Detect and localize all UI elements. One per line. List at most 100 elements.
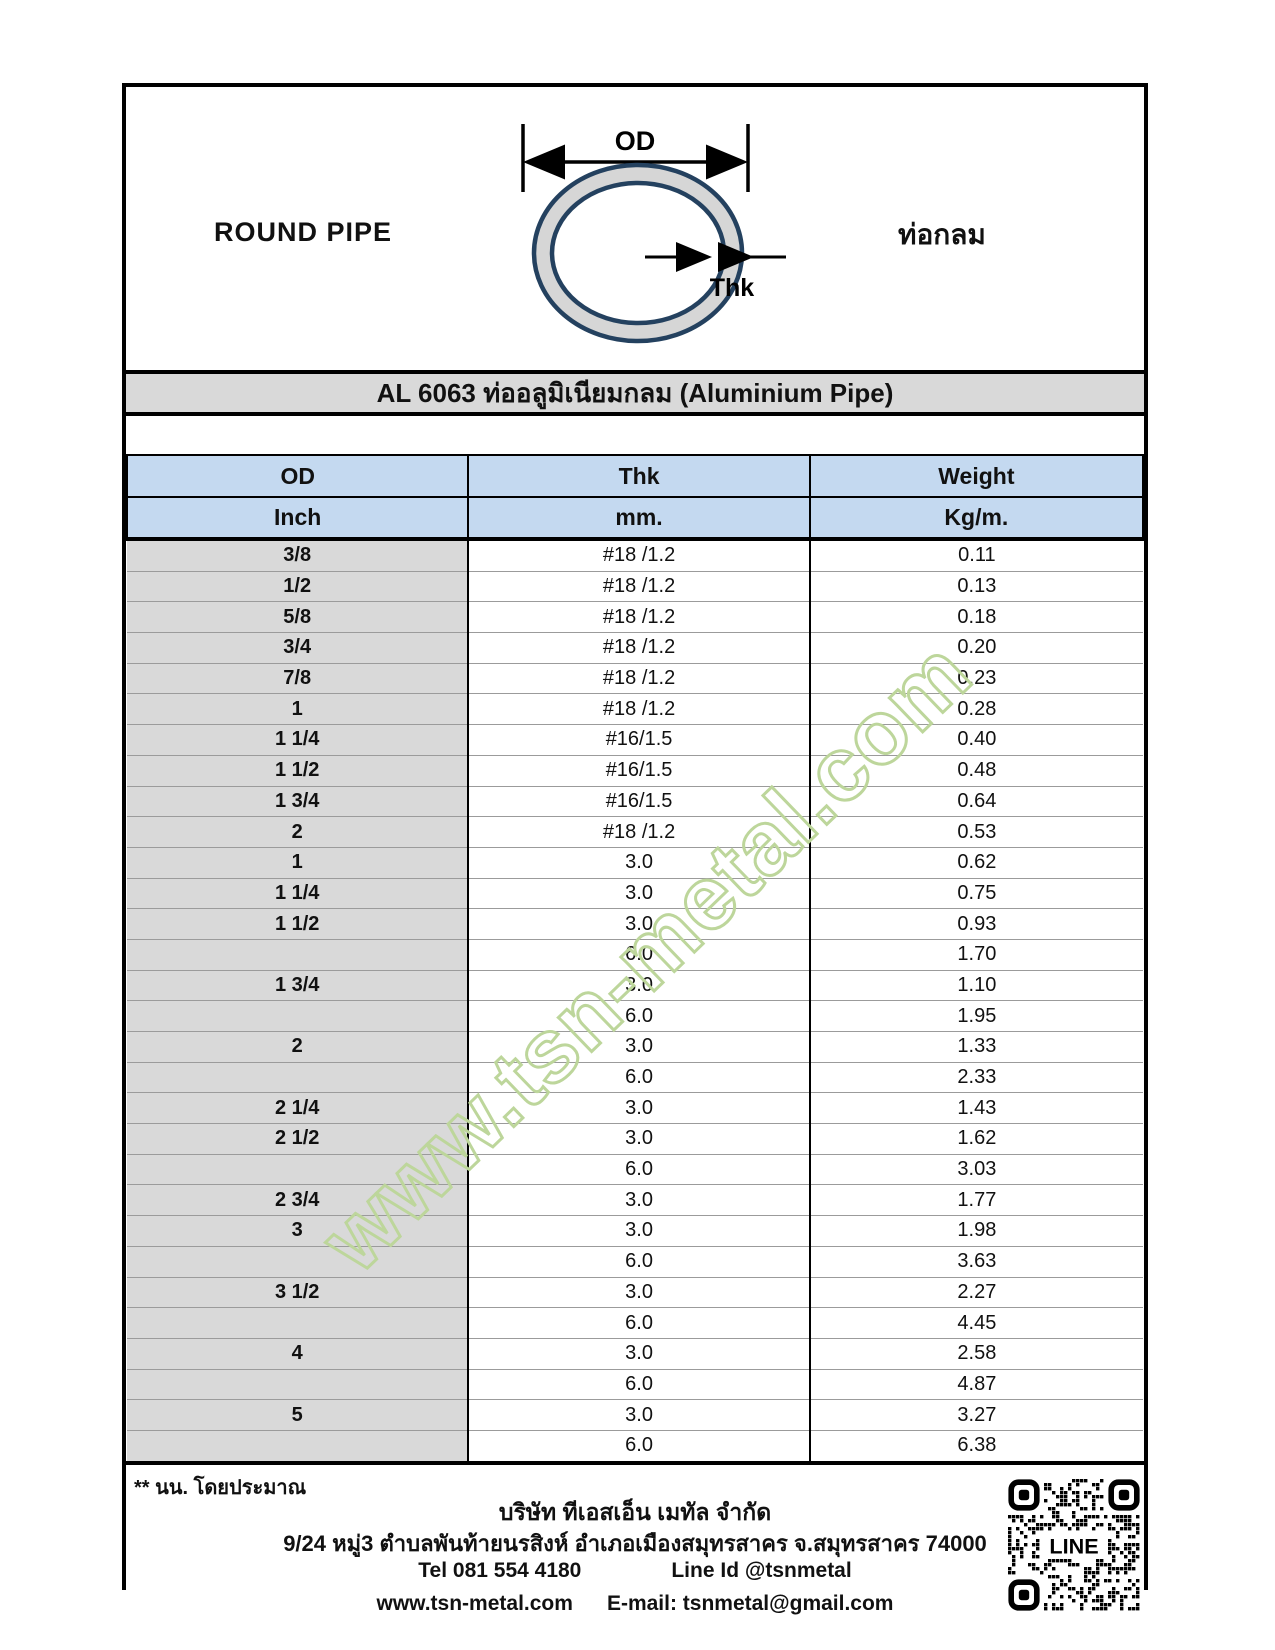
- od-cell: 1/2: [127, 571, 470, 603]
- weight-cell: 1.33: [809, 1031, 1143, 1063]
- table-row: 6.0 3.63: [127, 1246, 1143, 1278]
- pipe-inner-wall: [549, 180, 727, 326]
- weight-cell: 0.23: [809, 663, 1143, 695]
- od-cell: 2: [127, 1031, 470, 1063]
- weight-cell: 0.48: [809, 755, 1143, 787]
- table-row: 1 #18 /1.2 0.28: [127, 693, 1143, 726]
- od-cell: 7/8: [127, 663, 470, 695]
- table-row: 6.0 4.87: [127, 1369, 1143, 1401]
- weight-cell: 1.98: [809, 1215, 1143, 1247]
- weight-cell: 0.64: [809, 786, 1143, 818]
- weight-cell: 0.62: [809, 847, 1143, 879]
- thk-cell: #18 /1.2: [468, 571, 811, 603]
- contact-line: Tel 081 554 4180 Line Id @tsnmetal: [126, 1559, 1144, 1592]
- weight-cell: 4.45: [809, 1307, 1143, 1339]
- table-row: 2 3/4 3.0 1.77: [127, 1184, 1143, 1217]
- weight-cell: 0.40: [809, 724, 1143, 756]
- table-row: 6.0 1.95: [127, 1000, 1143, 1032]
- table-row: 2 3.0 1.33: [127, 1031, 1143, 1063]
- od-unit: Inch: [125, 496, 470, 541]
- table-row: 2 1/2 3.0 1.62: [127, 1123, 1143, 1155]
- thk-cell: 6.0: [468, 1307, 811, 1339]
- company-name: บริษัท ทีเอสเอ็น เมทัล จำกัด: [498, 1498, 772, 1525]
- pipe-table-body: 3/8 #18 /1.2 0.11 1/2 #18 /1.2 0.13 5/8 #18 /1.…: [127, 539, 1143, 1461]
- table-row: 4 3.0 2.58: [127, 1338, 1143, 1370]
- thk-cell: #16/1.5: [468, 786, 811, 818]
- od-cell: 5/8: [127, 601, 470, 634]
- thk-cell: 3.0: [468, 1277, 811, 1309]
- weight-cell: 2.33: [809, 1062, 1143, 1094]
- thk-cell: 3.0: [468, 908, 811, 940]
- thk-cell: 3.0: [468, 847, 811, 879]
- thk-cell: #18 /1.2: [468, 539, 811, 572]
- table-row: 1/2 #18 /1.2 0.13: [127, 571, 1143, 603]
- od-cell: 1 3/4: [127, 970, 470, 1002]
- table-row: 6.0 2.33: [127, 1062, 1143, 1094]
- weight-cell: 0.75: [809, 878, 1143, 910]
- table-row: 3 1/2 3.0 2.27: [127, 1277, 1143, 1309]
- table-row: 1 3/4 3.0 1.10: [127, 970, 1143, 1002]
- thai-round-pipe-label: ท่อกลม: [898, 219, 986, 250]
- od-cell: 1 1/4: [127, 724, 470, 756]
- thk-cell: 6.0: [468, 1154, 811, 1186]
- weight-cell: 0.93: [809, 908, 1143, 940]
- weight-cell: 0.20: [809, 632, 1143, 664]
- thk-cell: 3.0: [468, 1215, 811, 1247]
- od-cell: 2 3/4: [127, 1184, 470, 1217]
- table-row: 7/8 #18 /1.2 0.23: [127, 663, 1143, 695]
- line-id: Line Id @tsnmetal: [671, 1558, 852, 1582]
- thk-cell: 3.0: [468, 1399, 811, 1431]
- line-qr-code: LINE: [1008, 1478, 1140, 1616]
- table-row: 1 1/4 #16/1.5 0.40: [127, 724, 1143, 756]
- weight-cell: 1.10: [809, 970, 1143, 1002]
- thk-header: Thk: [467, 454, 811, 498]
- table-row: 6.0 4.45: [127, 1307, 1143, 1339]
- thk-cell: 3.0: [468, 1184, 811, 1217]
- weight-cell: 3.63: [809, 1246, 1143, 1278]
- table-row: 5 3.0 3.27: [127, 1399, 1143, 1431]
- weight-cell: 0.13: [809, 571, 1143, 603]
- sheet-title: AL 6063 ท่ออลูมิเนียมกลม (Aluminium Pipe…: [126, 370, 1144, 416]
- thk-cell: #18 /1.2: [468, 693, 811, 726]
- thk-cell: 6.0: [468, 939, 811, 971]
- od-cell: [127, 1369, 470, 1401]
- website-url: www.tsn-metal.com: [376, 1591, 573, 1615]
- thk-cell: 3.0: [468, 1092, 811, 1125]
- od-cell: 3: [127, 1215, 470, 1247]
- qr-finder-topright: [1108, 1479, 1140, 1511]
- table-row: 1 1/4 3.0 0.75: [127, 878, 1143, 910]
- od-cell: 1 3/4: [127, 786, 470, 818]
- od-cell: [127, 939, 470, 971]
- od-cell: [127, 1430, 470, 1461]
- qr-line-label: LINE: [1049, 1533, 1098, 1558]
- thk-label: Thk: [710, 274, 755, 302]
- web-line: www.tsn-metal.com E-mail: tsnmetal@gmail.…: [126, 1592, 1144, 1625]
- header-row: OD Thk Weight: [125, 454, 1145, 498]
- od-cell: [127, 1154, 470, 1186]
- weight-cell: 0.53: [809, 816, 1143, 848]
- thk-cell: 3.0: [468, 878, 811, 910]
- weight-cell: 1.95: [809, 1000, 1143, 1032]
- thk-unit: mm.: [467, 496, 811, 541]
- od-cell: 3/4: [127, 632, 470, 664]
- od-cell: 2: [127, 816, 470, 848]
- thk-cell: 6.0: [468, 1062, 811, 1094]
- table-row: 6.0 1.70: [127, 939, 1143, 971]
- table-row: 2 #18 /1.2 0.53: [127, 816, 1143, 848]
- thk-cell: 6.0: [468, 1246, 811, 1278]
- od-cell: [127, 1307, 470, 1339]
- thk-cell: 3.0: [468, 1338, 811, 1370]
- table-row: 6.0 3.03: [127, 1154, 1143, 1186]
- units-row: Inch mm. Kg/m.: [125, 496, 1145, 541]
- email-address: E-mail: tsnmetal@gmail.com: [606, 1591, 894, 1615]
- phone-number: Tel 081 554 4180: [418, 1558, 582, 1582]
- diagram-section: ROUND PIPE ท่อกลม OD Thk: [126, 87, 1144, 370]
- pipe-spec-table: OD Thk Weight Inch mm. Kg/m. 3/8 #18 /1.2…: [125, 454, 1145, 1461]
- thk-cell: 6.0: [468, 1430, 811, 1461]
- od-cell: 4: [127, 1338, 470, 1370]
- thk-cell: 6.0: [468, 1000, 811, 1032]
- weight-cell: 4.87: [809, 1369, 1143, 1401]
- weight-cell: 1.62: [809, 1123, 1143, 1155]
- table-row: 1 1/2 #16/1.5 0.48: [127, 755, 1143, 787]
- spacer-row: [126, 416, 1144, 454]
